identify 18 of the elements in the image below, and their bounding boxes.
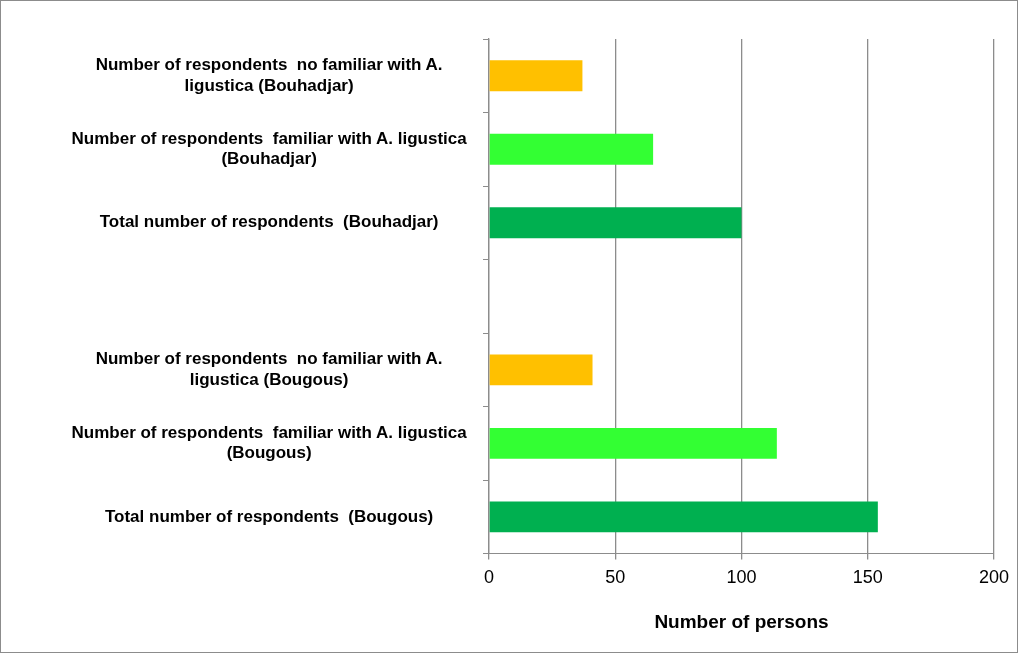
y-tick-label: Number of respondents familiar with A. ligustica (Bouhadjar) [71,128,468,169]
bar [489,354,593,386]
bar [489,207,742,239]
x-axis-title: Number of persons [654,610,829,632]
y-tick-label: Number of respondents no familiar with A. ligustica (Bougous) [95,349,443,389]
bar [489,501,878,533]
y-tick-label: Total number of respondents (Bougous) [104,506,434,526]
x-tick-label: 50 [605,567,626,588]
y-tick-label: Number of respondents familiar with A. ligustica (Bougous) [71,422,468,463]
y-tick-label: Total number of respondents (Bouhadjar) [99,212,439,232]
x-tick-label: 200 [978,567,1010,588]
x-tick-label: 0 [483,567,495,588]
bar [489,133,654,165]
x-tick-label: 100 [726,567,757,588]
x-tick-label: 150 [852,567,883,588]
y-tick-label: Number of respondents no familiar with A. ligustica (Bouhadjar) [95,55,443,95]
bar [489,427,777,459]
bar [489,60,583,92]
